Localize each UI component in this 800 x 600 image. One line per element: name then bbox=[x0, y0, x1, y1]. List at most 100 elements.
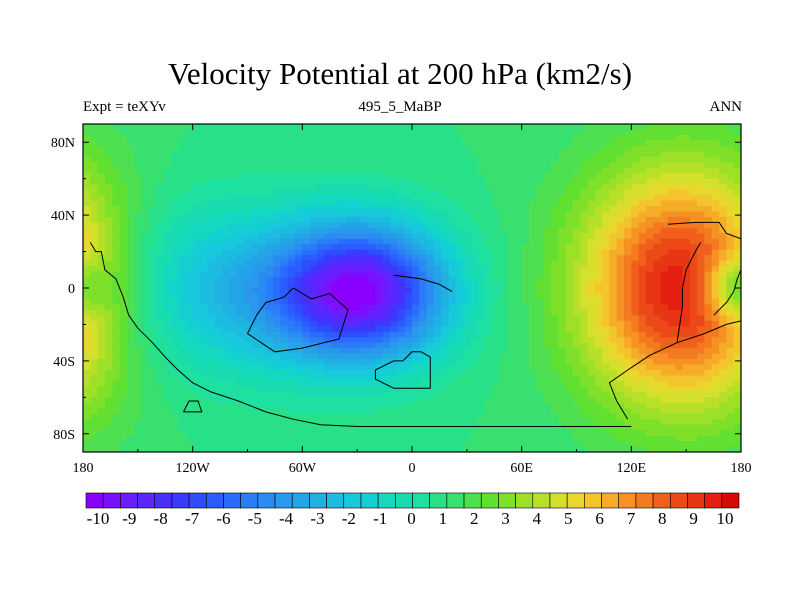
field-cell bbox=[390, 397, 398, 404]
field-cell bbox=[199, 342, 208, 349]
field-cell bbox=[375, 151, 384, 158]
field-cell bbox=[507, 359, 515, 366]
field-cell bbox=[426, 348, 435, 355]
field-cell bbox=[624, 227, 632, 234]
field-cell bbox=[221, 244, 230, 251]
field-cell bbox=[521, 266, 530, 273]
field-cell bbox=[528, 227, 537, 234]
field-cell bbox=[83, 309, 91, 316]
field-cell bbox=[463, 249, 472, 256]
field-cell bbox=[492, 151, 501, 158]
field-cell bbox=[382, 408, 391, 415]
field-cell bbox=[353, 129, 362, 136]
field-cell bbox=[119, 206, 128, 213]
field-cell bbox=[90, 326, 99, 333]
field-cell bbox=[550, 162, 559, 169]
field-cell bbox=[90, 216, 99, 223]
field-cell bbox=[580, 397, 589, 404]
field-cell bbox=[126, 331, 135, 338]
field-cell bbox=[141, 288, 150, 295]
field-cell bbox=[331, 206, 340, 213]
field-cell bbox=[90, 293, 99, 300]
field-cell bbox=[119, 211, 128, 218]
field-cell bbox=[280, 277, 289, 284]
field-cell bbox=[404, 446, 413, 452]
field-cell bbox=[572, 320, 581, 327]
field-cell bbox=[609, 288, 618, 295]
field-cell bbox=[97, 140, 106, 147]
field-cell bbox=[280, 200, 289, 207]
field-cell bbox=[258, 178, 267, 185]
field-cell bbox=[675, 386, 684, 393]
field-cell bbox=[199, 260, 208, 267]
field-cell bbox=[331, 364, 340, 371]
field-cell bbox=[214, 189, 223, 196]
field-cell bbox=[338, 145, 347, 152]
field-cell bbox=[507, 189, 515, 196]
field-cell bbox=[660, 227, 669, 234]
field-cell bbox=[90, 211, 99, 218]
field-cell bbox=[528, 408, 537, 415]
field-cell bbox=[207, 348, 216, 355]
field-cell bbox=[112, 260, 121, 267]
field-cell bbox=[324, 397, 333, 404]
field-cell bbox=[192, 162, 201, 169]
field-cell bbox=[236, 271, 245, 278]
field-cell bbox=[368, 304, 377, 311]
field-cell bbox=[97, 244, 106, 251]
field-cell bbox=[273, 391, 281, 398]
field-cell bbox=[492, 397, 501, 404]
field-cell bbox=[682, 375, 691, 382]
field-cell bbox=[412, 435, 420, 442]
field-cell bbox=[667, 200, 676, 207]
field-cell bbox=[185, 430, 194, 437]
field-cell bbox=[609, 249, 618, 256]
field-cell bbox=[558, 162, 567, 169]
field-cell bbox=[572, 260, 581, 267]
field-cell bbox=[616, 162, 625, 169]
field-cell bbox=[594, 277, 603, 284]
field-cell bbox=[397, 255, 406, 262]
field-cell bbox=[631, 249, 640, 256]
field-cell bbox=[390, 348, 398, 355]
field-cell bbox=[207, 178, 216, 185]
field-cell bbox=[638, 189, 647, 196]
field-cell bbox=[514, 315, 523, 322]
field-cell bbox=[419, 375, 428, 382]
field-cell bbox=[682, 195, 691, 202]
field-cell bbox=[178, 342, 186, 349]
field-cell bbox=[426, 320, 435, 327]
field-cell bbox=[97, 380, 106, 387]
field-cell bbox=[675, 402, 684, 409]
field-cell bbox=[477, 244, 486, 251]
field-cell bbox=[265, 441, 274, 448]
field-cell bbox=[134, 430, 143, 437]
field-cell bbox=[645, 206, 654, 213]
field-cell bbox=[178, 178, 186, 185]
field-cell bbox=[660, 266, 669, 273]
field-cell bbox=[514, 266, 523, 273]
field-cell bbox=[309, 238, 318, 245]
field-cell bbox=[492, 441, 501, 448]
field-cell bbox=[390, 408, 398, 415]
field-cell bbox=[485, 211, 494, 218]
field-cell bbox=[178, 162, 186, 169]
field-cell bbox=[616, 227, 625, 234]
field-cell bbox=[83, 156, 91, 163]
field-cell bbox=[653, 200, 662, 207]
field-cell bbox=[660, 162, 669, 169]
field-cell bbox=[682, 206, 691, 213]
field-cell bbox=[141, 216, 150, 223]
field-cell bbox=[631, 441, 640, 448]
field-cell bbox=[148, 293, 157, 300]
field-cell bbox=[485, 364, 494, 371]
field-cell bbox=[346, 260, 355, 267]
field-cell bbox=[280, 391, 289, 398]
field-cell bbox=[229, 441, 238, 448]
field-cell bbox=[616, 364, 625, 371]
field-cell bbox=[499, 342, 508, 349]
field-cell bbox=[397, 430, 406, 437]
field-cell bbox=[463, 304, 472, 311]
field-cell bbox=[126, 359, 135, 366]
